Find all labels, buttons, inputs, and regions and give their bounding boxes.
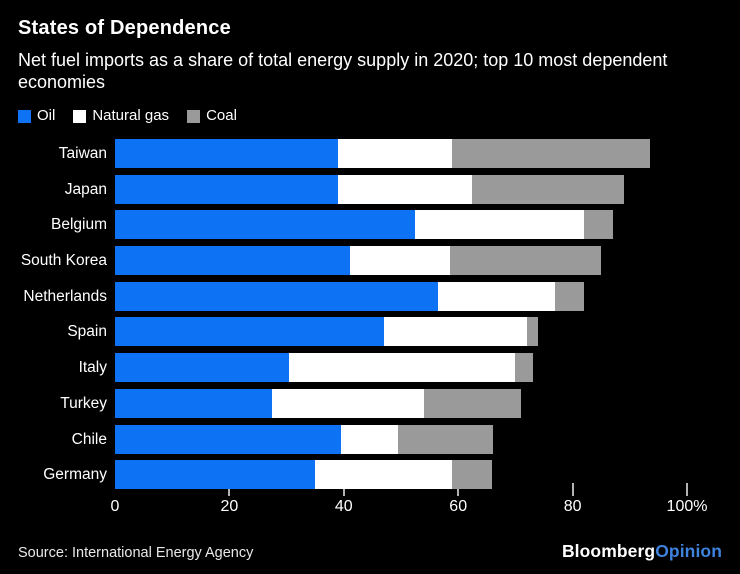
bar-segment-coal — [452, 460, 493, 490]
legend-swatch-icon — [18, 109, 31, 123]
legend-label: Natural gas — [92, 107, 170, 124]
axis-tick-label: 100% — [666, 498, 708, 516]
bar-segment-oil — [115, 246, 350, 276]
source-note: Source: International Energy Agency — [18, 545, 254, 561]
brand-bloomberg: Bloomberg — [561, 541, 656, 561]
category-label: Japan — [64, 180, 107, 198]
bar-segment-natural-gas — [438, 281, 556, 311]
chart-row-germany: Germany — [43, 460, 687, 490]
bar-segment-oil — [115, 281, 439, 311]
axis-ticks — [115, 139, 688, 497]
axis-tick — [457, 483, 460, 497]
category-label: Italy — [78, 359, 107, 377]
bar-segment-natural-gas — [338, 139, 453, 168]
axis-tick — [228, 483, 231, 497]
chart-row-turkey: Turkey — [60, 388, 687, 418]
axis-tick-label: 60 — [449, 498, 468, 516]
bar-segment-natural-gas — [415, 210, 585, 240]
category-label: Spain — [67, 323, 107, 341]
axis-tick — [342, 483, 345, 497]
category-label: Chile — [71, 430, 107, 448]
legend-swatch-icon — [187, 109, 201, 123]
footer: Source: International Energy Agency Bloo… — [18, 541, 722, 562]
bar-segment-oil — [115, 388, 273, 418]
category-label: South Korea — [20, 252, 107, 270]
bar-segment-coal — [584, 210, 613, 240]
bar-segment-oil — [115, 460, 316, 490]
bar-segment-coal — [423, 388, 522, 418]
legend-label: Coal — [206, 107, 237, 124]
chart-row-italy: Italy — [79, 353, 687, 383]
bar-segment-natural-gas — [315, 460, 453, 490]
bar-segment-coal — [472, 174, 625, 204]
bar-segment-coal — [398, 424, 493, 454]
bar-segment-natural-gas — [383, 317, 527, 347]
bar-segment-coal — [515, 353, 533, 383]
bar-segment-oil — [115, 353, 290, 383]
category-label: Netherlands — [23, 287, 107, 305]
brand-opinion: Opinion — [655, 541, 722, 561]
bloomberg-opinion-logo: BloombergOpinion — [562, 541, 722, 562]
chart-row-chile: Chile — [72, 424, 687, 454]
bar-segment-natural-gas — [338, 174, 473, 204]
axis-tick — [571, 483, 574, 497]
chart-row-netherlands: Netherlands — [23, 281, 687, 311]
chart-row-japan: Japan — [65, 174, 687, 204]
bar-segment-natural-gas — [272, 388, 424, 418]
chart-subtitle: Net fuel imports as a share of total ene… — [18, 50, 668, 92]
legend-swatch-icon — [73, 109, 87, 123]
axis-tick — [686, 483, 688, 497]
bar-segment-coal — [449, 246, 602, 276]
stacked-bar-chart: Taiwan Japan Belgium South Korea Netherlands… — [18, 139, 722, 497]
category-label: Germany — [43, 466, 107, 484]
legend-label: Oil — [37, 107, 56, 124]
axis-tick-label: 40 — [334, 498, 353, 516]
bar-segment-oil — [115, 210, 416, 240]
axis-tick-label: 20 — [220, 498, 239, 516]
bar-segment-coal — [526, 317, 539, 347]
bar-segment-coal — [452, 139, 650, 168]
category-label: Belgium — [51, 216, 107, 234]
legend-item-oil: Oil — [18, 108, 55, 124]
chart-row-taiwan: Taiwan — [59, 139, 687, 168]
category-label: Turkey — [60, 394, 107, 412]
chart-title: States of Dependence — [18, 17, 231, 39]
legend: Oil Natural gas Coal — [18, 108, 722, 124]
bar-segment-coal — [555, 281, 585, 311]
chart-row-spain: Spain — [67, 317, 687, 347]
bar-segment-oil — [115, 317, 384, 347]
plot: Taiwan Japan Belgium South Korea Netherlands… — [21, 139, 688, 497]
chart-row-belgium: Belgium — [51, 210, 687, 240]
bar-segment-oil — [115, 139, 339, 168]
legend-item-natural-gas: Natural gas — [73, 108, 169, 124]
bar-segment-natural-gas — [289, 353, 516, 383]
chart-rows: Taiwan Japan Belgium South Korea Netherlands… — [21, 139, 687, 490]
bar-segment-natural-gas — [340, 424, 399, 454]
category-label: Taiwan — [58, 145, 107, 162]
axis-tick-label: 80 — [563, 498, 582, 516]
axis-tick-label: 0 — [110, 498, 120, 516]
chart-row-south-korea: South Korea — [21, 246, 687, 276]
bar-segment-oil — [115, 174, 339, 204]
legend-item-coal: Coal — [187, 108, 237, 124]
bar-segment-natural-gas — [349, 246, 450, 276]
bar-segment-oil — [115, 424, 341, 454]
x-axis: 0 20 40 60 80 100% — [111, 498, 708, 518]
